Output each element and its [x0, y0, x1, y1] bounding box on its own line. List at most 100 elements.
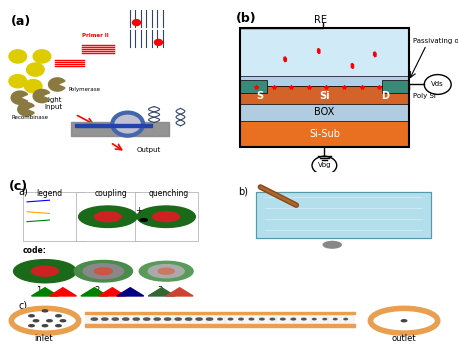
Circle shape: [175, 318, 181, 320]
Circle shape: [323, 319, 327, 320]
Circle shape: [123, 318, 129, 320]
Circle shape: [312, 319, 316, 320]
Circle shape: [333, 319, 337, 320]
Text: Passivating oxide: Passivating oxide: [413, 38, 458, 44]
Text: outlet: outlet: [392, 334, 416, 343]
Circle shape: [79, 206, 137, 227]
Text: (b): (b): [236, 12, 256, 25]
Circle shape: [424, 75, 451, 94]
Text: 1: 1: [36, 286, 41, 295]
Text: Primer II: Primer II: [82, 33, 108, 37]
Bar: [240, 76, 409, 86]
Text: Poly Si: Poly Si: [413, 93, 436, 99]
Circle shape: [270, 318, 275, 320]
Bar: [75, 124, 152, 127]
Circle shape: [114, 114, 142, 135]
Text: b): b): [238, 187, 248, 197]
Circle shape: [301, 318, 306, 320]
Circle shape: [137, 206, 195, 227]
Text: D: D: [382, 90, 390, 100]
Circle shape: [239, 318, 243, 320]
Text: quenching: quenching: [148, 189, 188, 198]
Wedge shape: [49, 78, 65, 91]
Text: c): c): [18, 301, 27, 311]
Text: a): a): [18, 187, 28, 197]
Wedge shape: [33, 89, 49, 103]
Circle shape: [132, 20, 141, 25]
Bar: [240, 104, 409, 122]
Text: Vbg: Vbg: [318, 162, 331, 169]
Circle shape: [249, 318, 254, 320]
Bar: [240, 121, 409, 147]
Circle shape: [60, 320, 65, 322]
Text: 2: 2: [94, 286, 99, 295]
Circle shape: [9, 50, 27, 63]
Polygon shape: [49, 288, 76, 296]
Circle shape: [42, 310, 48, 312]
Text: RE: RE: [314, 15, 327, 25]
Circle shape: [29, 325, 34, 327]
Circle shape: [281, 318, 285, 320]
Circle shape: [153, 212, 180, 222]
Text: Si-Sub: Si-Sub: [310, 129, 341, 139]
Text: Output: Output: [136, 147, 161, 153]
Circle shape: [32, 266, 59, 276]
Bar: [85, 312, 354, 314]
Text: (a): (a): [11, 15, 32, 28]
Polygon shape: [99, 288, 126, 296]
Circle shape: [14, 260, 76, 283]
Bar: [22, 192, 85, 241]
Circle shape: [291, 318, 295, 320]
Text: +: +: [135, 206, 142, 215]
Circle shape: [94, 268, 112, 275]
Polygon shape: [256, 192, 431, 238]
Circle shape: [148, 265, 184, 278]
Text: Vds: Vds: [431, 82, 444, 87]
Circle shape: [344, 319, 348, 320]
Circle shape: [24, 79, 42, 93]
Circle shape: [47, 320, 52, 322]
Circle shape: [158, 268, 174, 274]
Polygon shape: [81, 288, 108, 296]
Circle shape: [323, 241, 341, 248]
Bar: [240, 79, 267, 93]
Circle shape: [228, 318, 233, 320]
Circle shape: [102, 318, 108, 320]
Circle shape: [196, 318, 202, 320]
Text: Recombinase: Recombinase: [11, 115, 48, 120]
Circle shape: [56, 315, 61, 317]
Polygon shape: [117, 288, 144, 296]
Polygon shape: [71, 122, 169, 136]
Circle shape: [56, 325, 61, 327]
Bar: [240, 28, 409, 81]
Circle shape: [27, 63, 44, 76]
Text: (c): (c): [9, 180, 28, 193]
Text: Light
Input: Light Input: [44, 97, 62, 110]
Polygon shape: [148, 288, 175, 296]
Circle shape: [218, 318, 222, 320]
Text: legend: legend: [36, 189, 62, 198]
Text: 3: 3: [157, 286, 163, 295]
Bar: [76, 192, 139, 241]
Bar: [85, 314, 354, 324]
Circle shape: [9, 75, 27, 88]
Circle shape: [29, 315, 34, 317]
Circle shape: [42, 325, 48, 327]
Wedge shape: [18, 103, 34, 116]
Text: Si: Si: [319, 90, 329, 100]
Circle shape: [401, 320, 407, 322]
Text: Polymerase: Polymerase: [68, 87, 100, 92]
Bar: [240, 86, 409, 106]
Circle shape: [112, 318, 119, 320]
Circle shape: [91, 318, 98, 320]
Circle shape: [164, 318, 171, 320]
Circle shape: [260, 318, 264, 320]
Circle shape: [139, 261, 193, 281]
Circle shape: [154, 318, 160, 320]
Circle shape: [143, 318, 150, 320]
Polygon shape: [32, 288, 59, 296]
Circle shape: [154, 40, 163, 45]
Text: code:: code:: [22, 246, 46, 256]
Polygon shape: [166, 288, 193, 296]
Circle shape: [83, 264, 124, 279]
